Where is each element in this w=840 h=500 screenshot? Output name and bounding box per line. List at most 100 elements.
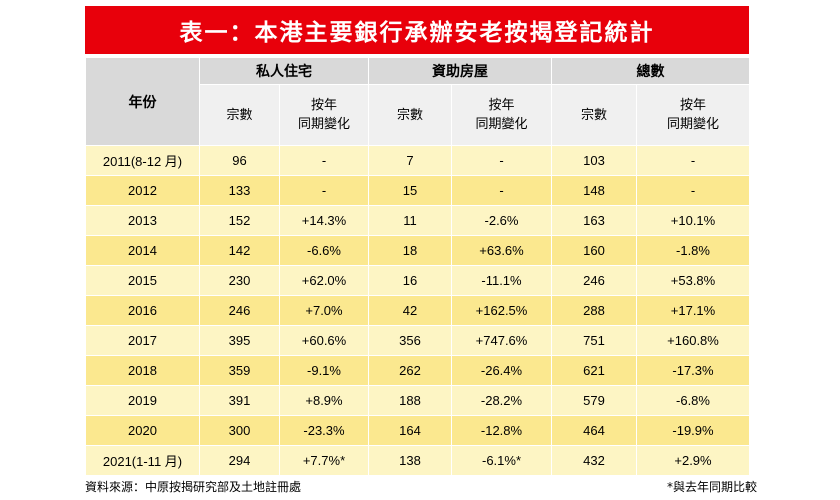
total-change-cell: - (636, 145, 750, 176)
total-count-cell: 288 (551, 295, 637, 326)
private-change-cell: -23.3% (279, 415, 369, 446)
subsidized-count-cell: 262 (368, 355, 452, 386)
header-row-groups: 年份 私人住宅 資助房屋 總數 (85, 57, 750, 146)
private-change-cell: -9.1% (279, 355, 369, 386)
subsidized-change-cell: +162.5% (451, 295, 552, 326)
total-change-cell: -1.8% (636, 235, 750, 266)
subsidized-change-cell: +747.6% (451, 325, 552, 356)
subsidized-count-cell: 138 (368, 445, 452, 476)
private-change-cell: +8.9% (279, 385, 369, 416)
total-header: 總數 (551, 57, 750, 85)
subsidized-count-cell: 18 (368, 235, 452, 266)
total-count-cell: 160 (551, 235, 637, 266)
private-count-cell: 142 (199, 235, 280, 266)
mortgage-statistics-table: 年份 私人住宅 資助房屋 總數 宗數 按年同期變化 宗數 按年同期變化 宗數 按… (85, 57, 750, 476)
title-banner: 表一：本港主要銀行承辦安老按揭登記統計 (85, 6, 749, 54)
subsidized-change-cell: - (451, 145, 552, 176)
subsidized-housing-header: 資助房屋 (368, 57, 552, 85)
private-change-cell: - (279, 175, 369, 206)
count-label: 宗數 (580, 107, 607, 123)
year-cell: 2016 (85, 295, 200, 326)
private-count-cell: 294 (199, 445, 280, 476)
subsidized-count-cell: 11 (368, 205, 452, 236)
private-count-cell: 230 (199, 265, 280, 296)
total-change-cell: -17.3% (636, 355, 750, 386)
subsidized-count-cell: 15 (368, 175, 452, 206)
private-count-header: 宗數 (199, 84, 280, 146)
change-label-line2: 同期變化 (297, 117, 350, 132)
total-change-cell: +17.1% (636, 295, 750, 326)
private-change-cell: +60.6% (279, 325, 369, 356)
comparison-footnote: *與去年同期比較 (666, 480, 757, 494)
private-count-cell: 133 (199, 175, 280, 206)
private-change-header: 按年 同期變化 (279, 84, 369, 146)
count-label: 宗數 (396, 107, 423, 123)
change-label-line1: 按年 (488, 98, 515, 113)
change-label-line2: 同期變化 (475, 117, 528, 132)
source-note: 資料來源：中原按揭研究部及土地註冊處 (85, 480, 302, 494)
table-row: 2016 246 +7.0% 42 +162.5% 288 +17.1% (85, 295, 750, 326)
total-change-cell: -19.9% (636, 415, 750, 446)
private-change-cell: +7.0% (279, 295, 369, 326)
total-change-cell: -6.8% (636, 385, 750, 416)
total-change-header: 按年 同期變化 (636, 84, 750, 146)
subsidized-count-cell: 7 (368, 145, 452, 176)
private-change-cell: +62.0% (279, 265, 369, 296)
subsidized-change-cell: -28.2% (451, 385, 552, 416)
year-cell: 2017 (85, 325, 200, 356)
private-count-cell: 300 (199, 415, 280, 446)
private-change-cell: -6.6% (279, 235, 369, 266)
table-row: 2014 142 -6.6% 18 +63.6% 160 -1.8% (85, 235, 750, 266)
table-row: 2021(1-11 月) 294 +7.7%* 138 -6.1%* 432 +2.9% (85, 445, 750, 476)
subsidized-count-cell: 16 (368, 265, 452, 296)
subsidized-count-cell: 42 (368, 295, 452, 326)
subsidized-change-cell: -26.4% (451, 355, 552, 386)
private-change-cell: +7.7%* (279, 445, 369, 476)
year-cell: 2019 (85, 385, 200, 416)
year-cell: 2011(8-12 月) (85, 145, 200, 176)
change-label-line1: 按年 (310, 98, 337, 113)
table-row: 2015 230 +62.0% 16 -11.1% 246 +53.8% (85, 265, 750, 296)
subsidized-change-cell: -11.1% (451, 265, 552, 296)
private-count-cell: 246 (199, 295, 280, 326)
table-row: 2018 359 -9.1% 262 -26.4% 621 -17.3% (85, 355, 750, 386)
total-count-cell: 163 (551, 205, 637, 236)
total-change-cell: - (636, 175, 750, 206)
total-change-cell: +2.9% (636, 445, 750, 476)
total-count-cell: 579 (551, 385, 637, 416)
subsidized-change-cell: -2.6% (451, 205, 552, 236)
change-label-line1: 按年 (679, 98, 706, 113)
table-row: 2020 300 -23.3% 164 -12.8% 464 -19.9% (85, 415, 750, 446)
subsidized-count-header: 宗數 (368, 84, 452, 146)
private-housing-header: 私人住宅 (199, 57, 369, 85)
subsidized-change-cell: - (451, 175, 552, 206)
total-count-cell: 751 (551, 325, 637, 356)
subsidized-change-cell: -6.1%* (451, 445, 552, 476)
year-cell: 2015 (85, 265, 200, 296)
change-label-line2: 同期變化 (666, 117, 719, 132)
table-row: 2019 391 +8.9% 188 -28.2% 579 -6.8% (85, 385, 750, 416)
total-count-header: 宗數 (551, 84, 637, 146)
private-change-cell: +14.3% (279, 205, 369, 236)
year-cell: 2014 (85, 235, 200, 266)
total-count-cell: 621 (551, 355, 637, 386)
table-row: 2013 152 +14.3% 11 -2.6% 163 +10.1% (85, 205, 750, 236)
year-cell: 2018 (85, 355, 200, 386)
total-count-cell: 148 (551, 175, 637, 206)
subsidized-count-cell: 188 (368, 385, 452, 416)
total-change-cell: +10.1% (636, 205, 750, 236)
table-title: 表一：本港主要銀行承辦安老按揭登記統計 (179, 20, 655, 46)
subsidized-change-header: 按年 同期變化 (451, 84, 552, 146)
total-change-cell: +160.8% (636, 325, 750, 356)
subsidized-count-cell: 164 (368, 415, 452, 446)
private-count-cell: 395 (199, 325, 280, 356)
private-count-cell: 359 (199, 355, 280, 386)
private-count-cell: 152 (199, 205, 280, 236)
total-count-cell: 464 (551, 415, 637, 446)
private-change-cell: - (279, 145, 369, 176)
year-cell: 2021(1-11 月) (85, 445, 200, 476)
total-count-cell: 246 (551, 265, 637, 296)
count-label: 宗數 (226, 107, 253, 123)
table-row: 2017 395 +60.6% 356 +747.6% 751 +160.8% (85, 325, 750, 356)
year-cell: 2020 (85, 415, 200, 446)
